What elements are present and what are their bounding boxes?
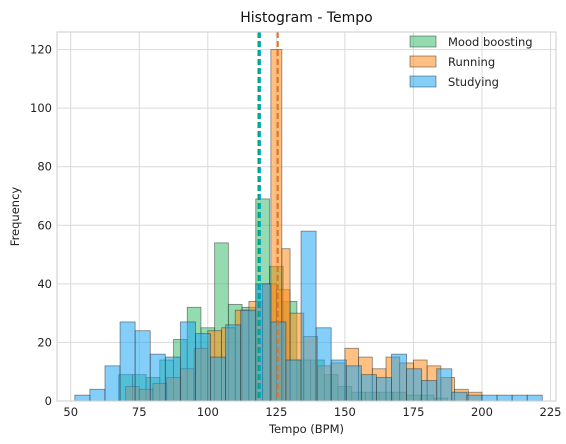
y-tick-label: 20 (37, 335, 52, 349)
histogram-bar (421, 380, 438, 402)
histogram-bar (345, 365, 362, 402)
legend-item: Studying (409, 75, 499, 89)
x-axis-label: Tempo (BPM) (268, 422, 344, 436)
histogram-bar (149, 353, 166, 402)
y-tick-label: 0 (45, 394, 52, 408)
histogram-bar (119, 321, 136, 402)
histogram-bar (134, 330, 151, 402)
bars (74, 49, 543, 402)
histogram-bar (406, 368, 423, 402)
legend-label: Mood boosting (448, 35, 533, 49)
legend-swatch (409, 55, 437, 68)
histogram-bar (210, 356, 227, 402)
histogram-bar (391, 353, 407, 402)
chart-title: Histogram - Tempo (240, 10, 372, 26)
legend-label: Running (448, 55, 495, 69)
histogram-bar (74, 394, 91, 402)
x-tick-label: 100 (197, 405, 219, 419)
histogram-bar (240, 309, 257, 402)
plot-frame (56, 31, 557, 402)
histogram-bar (466, 394, 483, 402)
y-tick-label: 120 (30, 43, 52, 57)
histogram-bar (104, 365, 121, 402)
legend-item: Running (409, 55, 495, 69)
y-tick-label: 60 (37, 218, 52, 232)
histogram-bar (496, 394, 513, 402)
legend-item: Mood boosting (409, 35, 533, 49)
histogram-bar (526, 394, 543, 402)
histogram-bar (360, 374, 377, 402)
y-tick-label: 40 (37, 277, 52, 291)
x-tick-label: 225 (540, 405, 562, 419)
histogram-bar (315, 327, 332, 402)
histogram-bar (300, 230, 317, 402)
series-studying (74, 230, 543, 402)
legend-swatch (409, 75, 437, 88)
histogram-bar (164, 356, 181, 402)
legend-swatch (409, 35, 437, 48)
histogram-bar (376, 377, 392, 402)
y-tick-label: 80 (37, 160, 52, 174)
mean-lines (257, 32, 279, 401)
legend: Mood boosting Running Studying (409, 35, 533, 89)
x-tick-label: 150 (334, 405, 356, 419)
x-tick-label: 125 (265, 405, 287, 419)
histogram-bar (179, 321, 196, 402)
histogram-bar (481, 394, 498, 402)
histogram-bar (195, 333, 211, 402)
histogram-bar (225, 324, 242, 402)
x-tick-label: 200 (471, 405, 493, 419)
y-tick-label: 100 (30, 101, 52, 115)
histogram-bar (89, 388, 106, 402)
histogram-bar (511, 394, 528, 402)
histogram-bar (436, 368, 453, 402)
x-tick-label: 50 (63, 405, 78, 419)
histogram-bar (451, 391, 468, 402)
histogram-bar (330, 359, 347, 402)
axes: 50 75 100 125 150 175 200 225 0 20 40 60 80 100 120 (30, 31, 562, 419)
y-axis-label: Frequency (8, 187, 22, 247)
x-tick-label: 175 (402, 405, 424, 419)
x-tick-label: 75 (132, 405, 147, 419)
histogram-bar (285, 359, 302, 402)
legend-label: Studying (448, 75, 499, 89)
